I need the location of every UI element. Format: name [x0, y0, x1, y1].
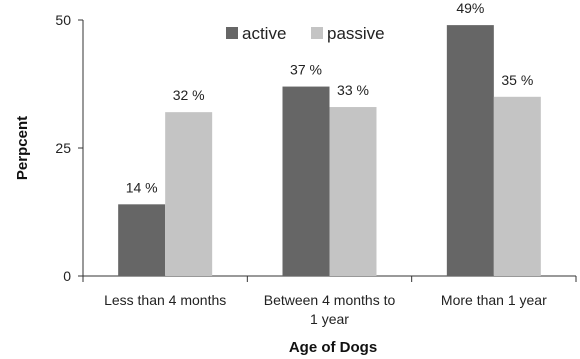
bar-active — [446, 25, 494, 277]
data-label-active: 49% — [456, 0, 484, 16]
legend-label-passive: passive — [327, 24, 385, 43]
data-label-active: 37 % — [290, 62, 322, 78]
x-category-label: Between 4 months to 1 year — [264, 292, 396, 327]
y-axis-title: Perpcent — [14, 116, 31, 180]
data-label-passive: 35 % — [501, 72, 533, 88]
legend: active passive — [226, 24, 385, 43]
x-axis: Less than 4 months Between 4 months to 1 y… — [82, 275, 577, 327]
x-category-label: Less than 4 months — [104, 292, 226, 308]
legend-label-active: active — [242, 24, 286, 43]
data-label-active: 14 % — [126, 179, 158, 195]
data-labels: 14 % 37 % 49% 32 % 33 % 35 % — [126, 0, 534, 195]
y-tick-label: 0 — [63, 268, 71, 284]
bar-passive — [493, 96, 541, 276]
y-tick-label: 50 — [55, 12, 71, 28]
y-tick-label: 25 — [55, 140, 71, 156]
legend-swatch-active — [226, 27, 238, 39]
bar-active — [282, 86, 330, 276]
x-axis-title: Age of Dogs — [289, 339, 377, 356]
bar-passive — [329, 107, 377, 276]
bars — [118, 25, 541, 277]
bar-passive — [165, 112, 213, 276]
bar-active — [118, 204, 166, 276]
data-label-passive: 32 % — [173, 87, 205, 103]
y-axis: 0 25 50 — [55, 12, 84, 284]
data-label-passive: 33 % — [337, 82, 369, 98]
x-category-label: More than 1 year — [441, 292, 547, 308]
legend-swatch-passive — [311, 27, 323, 39]
